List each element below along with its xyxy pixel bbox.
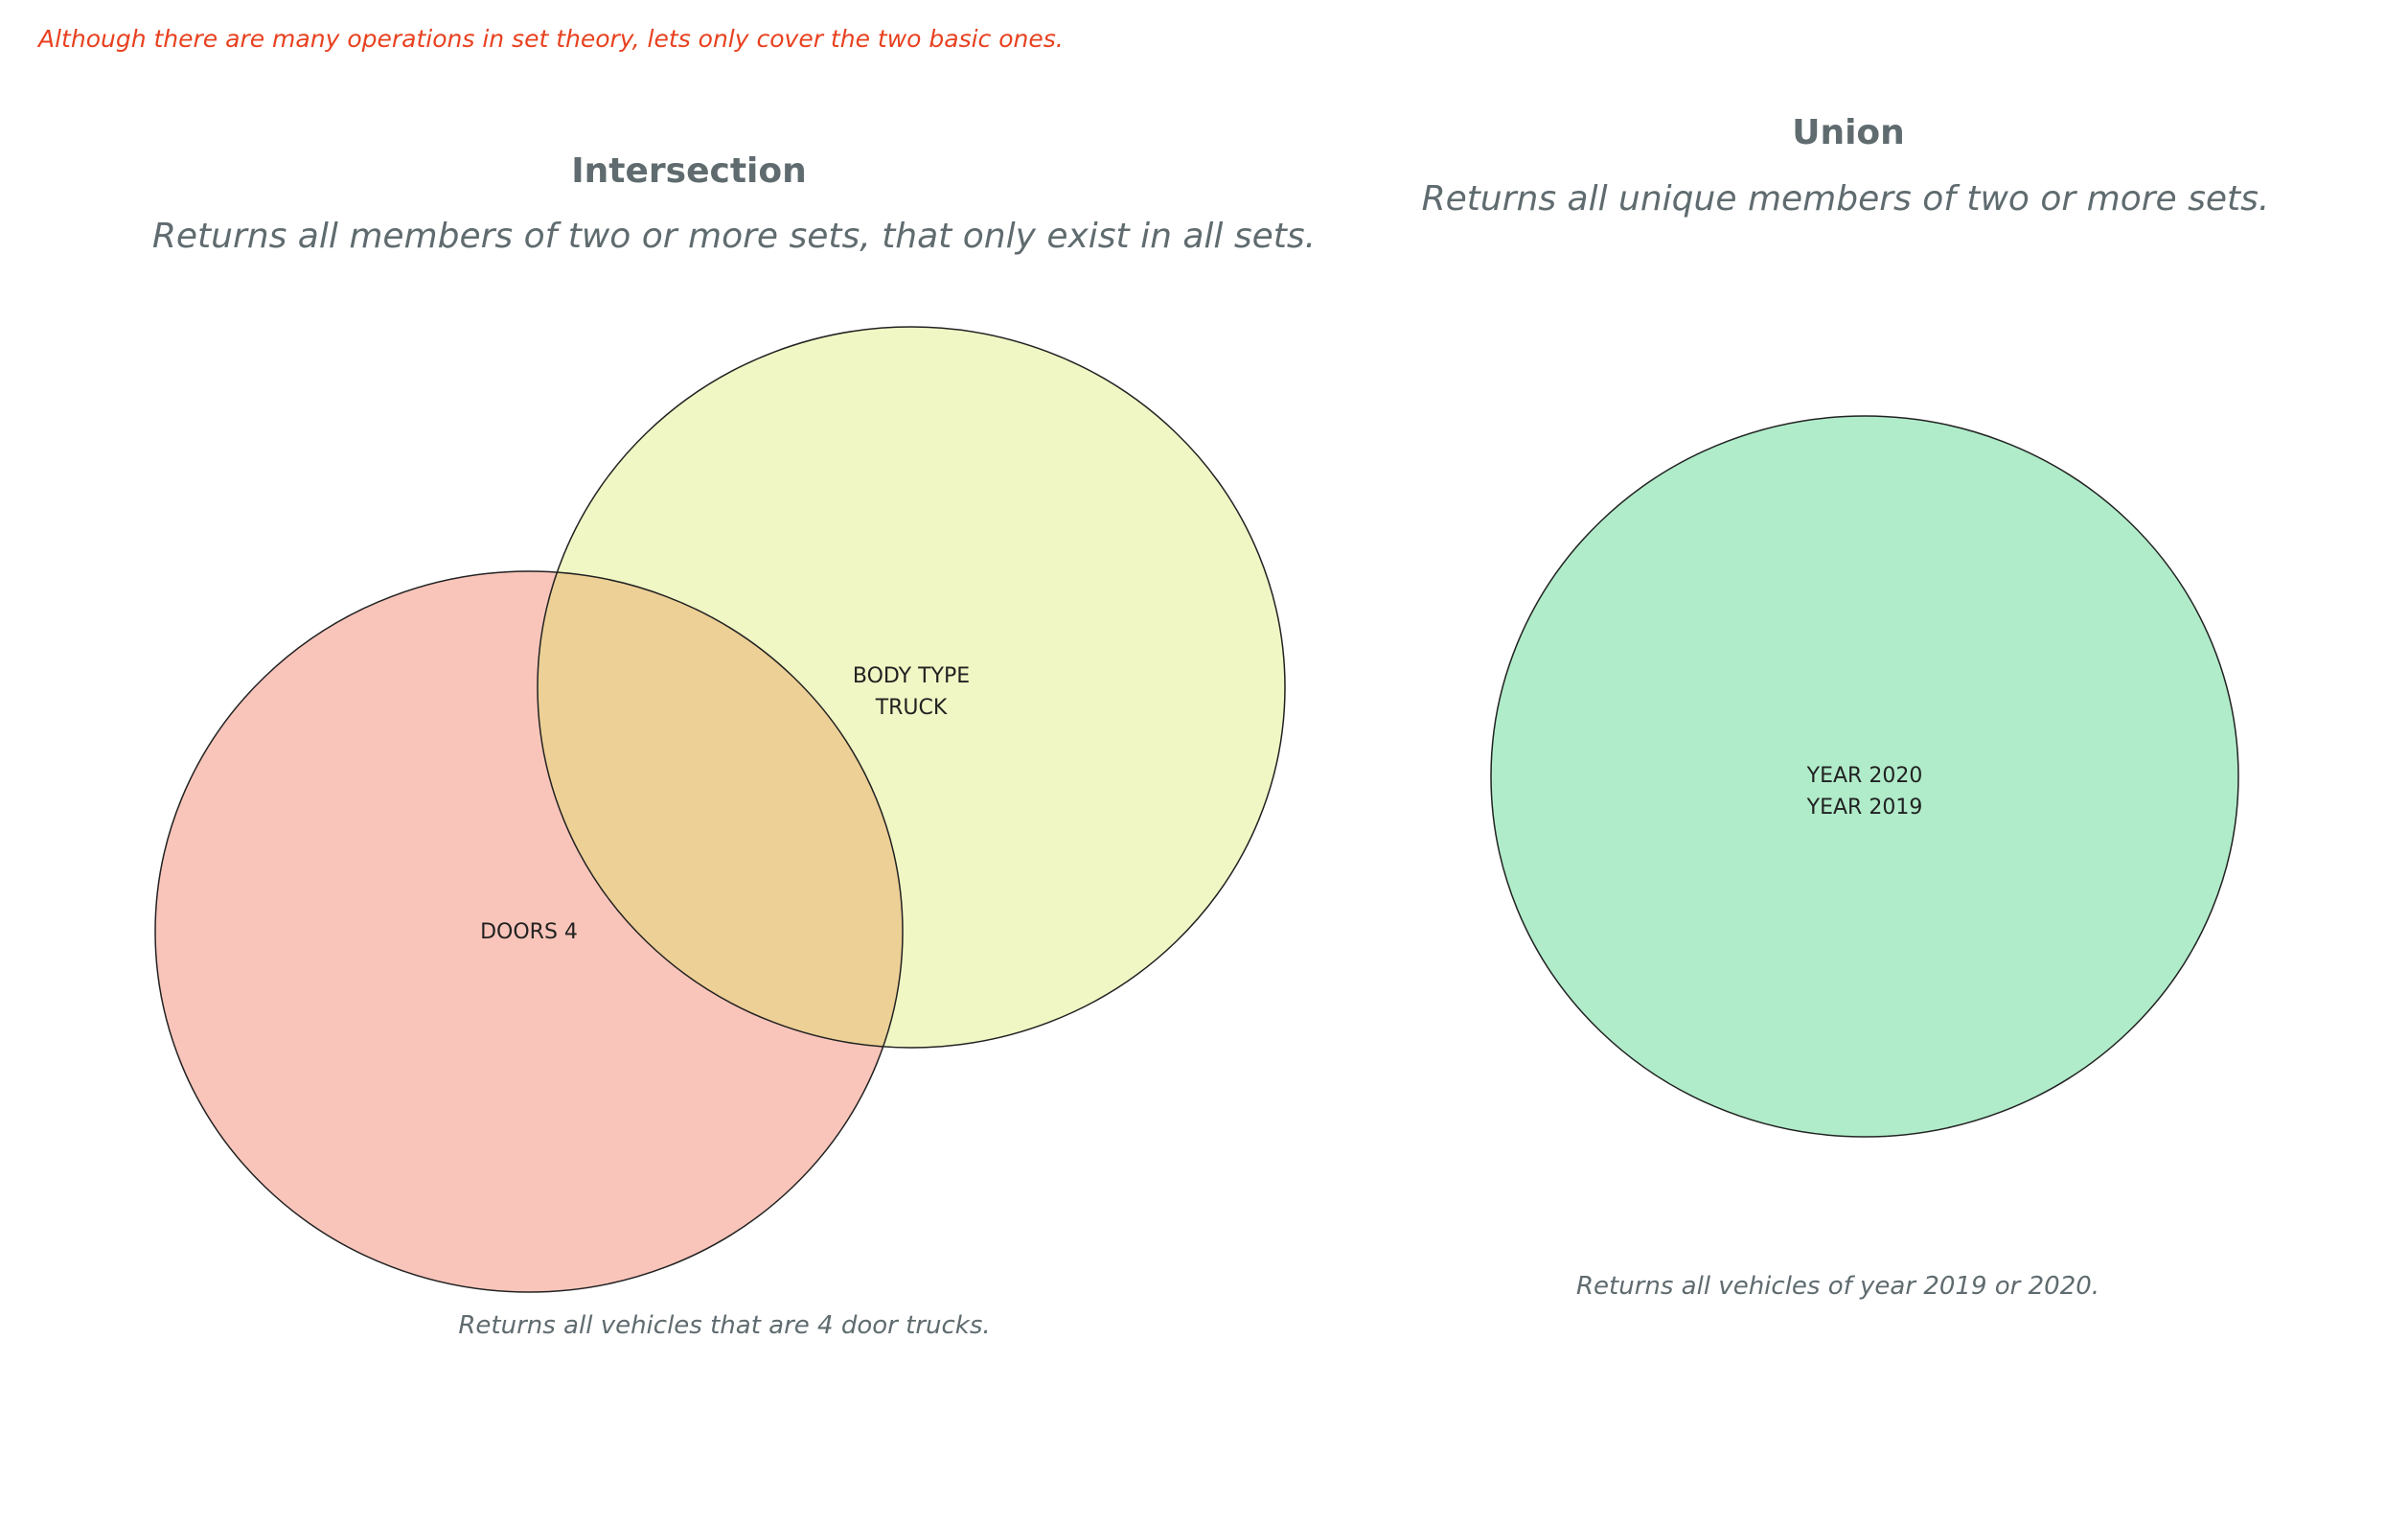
- truck-set-label-line2: TRUCK: [875, 696, 948, 720]
- intersection-venn: DOORS 4 BODY TYPE TRUCK: [154, 326, 1286, 1293]
- intersection-subtitle: Returns all members of two or more sets,…: [151, 217, 1317, 256]
- union-subtitle: Returns all unique members of two or mor…: [1421, 179, 2270, 219]
- year-set-label-line1: YEAR 2020: [1806, 764, 1923, 788]
- union-caption: Returns all vehicles of year 2019 or 202…: [1575, 1272, 2100, 1301]
- union-venn: YEAR 2020 YEAR 2019: [1490, 415, 2239, 1138]
- year-set-circle: [1490, 415, 2239, 1138]
- doors-set-outline: [154, 570, 904, 1293]
- intersection-caption: Returns all vehicles that are 4 door tru…: [458, 1311, 991, 1340]
- year-set-label-line2: YEAR 2019: [1806, 796, 1923, 820]
- union-title: Union: [1792, 113, 1905, 152]
- intersection-title: Intersection: [571, 151, 807, 191]
- intersection-overlap-region: [538, 571, 903, 1048]
- truck-set-outline: [537, 326, 1286, 1049]
- intro-note: Although there are many operations in se…: [38, 25, 1064, 53]
- doors-set-label: DOORS 4: [480, 920, 578, 944]
- truck-set-label-line1: BODY TYPE: [853, 664, 970, 688]
